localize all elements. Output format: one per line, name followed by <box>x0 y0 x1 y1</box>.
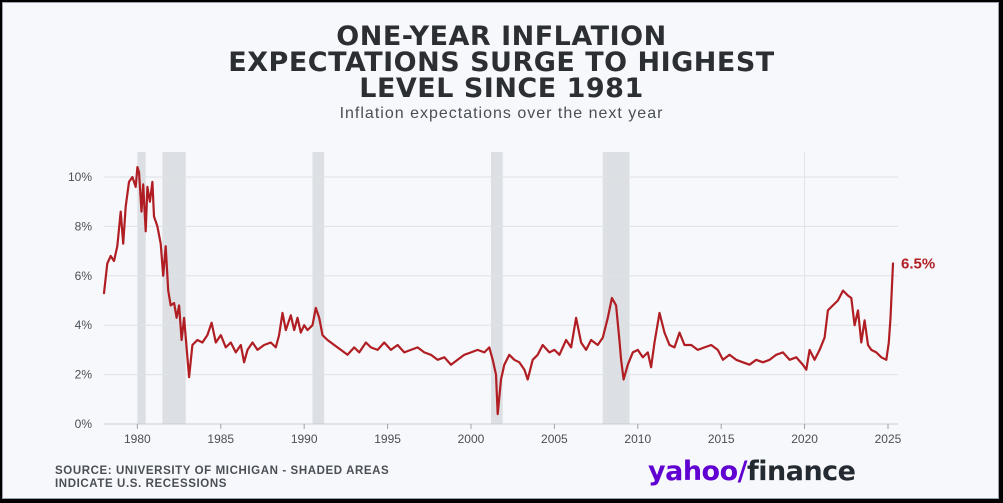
logo-slash-text: / <box>737 456 748 487</box>
grid-lines <box>104 152 898 425</box>
source-line: INDICATE U.S. RECESSIONS <box>55 478 228 490</box>
y-tick-label: 4% <box>75 318 93 332</box>
x-tick-label: 2015 <box>708 432 735 446</box>
recession-band <box>490 152 503 424</box>
y-tick-label: 0% <box>75 417 93 431</box>
logo-finance-text: finance <box>747 456 856 487</box>
last-value-label: 6.5% <box>901 255 935 272</box>
series-layer <box>102 166 895 416</box>
source-note: SOURCE: UNIVERSITY OF MICHIGAN - SHADED … <box>55 465 389 491</box>
x-axis-ticks: 1980 1985 1990 1995 2000 2005 2010 2015 2020 2025 <box>124 424 902 446</box>
y-tick-label: 2% <box>75 368 93 382</box>
x-tick-label: 2025 <box>875 432 902 446</box>
logo-yahoo-text: yahoo <box>648 456 738 487</box>
recession-bands <box>137 152 630 424</box>
chart-title-line: EXPECTATIONS SURGE TO HIGHEST <box>228 47 775 78</box>
y-axis-ticks: 0% 2% 4% 6% 8% 10% <box>68 170 92 431</box>
recession-band <box>162 152 186 424</box>
x-tick-label: 2005 <box>541 432 568 446</box>
recession-band <box>137 152 146 424</box>
y-tick-label: 8% <box>75 219 93 233</box>
chart-title-line: ONE-YEAR INFLATION <box>336 21 667 52</box>
y-tick-label: 10% <box>68 170 92 184</box>
recession-band <box>312 152 325 424</box>
chart-subtitle: Inflation expectations over the next yea… <box>339 105 664 122</box>
x-tick-label: 2000 <box>458 432 485 446</box>
yahoo-finance-logo: yahoo/finance <box>648 457 856 487</box>
chart-title: ONE-YEAR INFLATION EXPECTATIONS SURGE TO… <box>0 21 1003 104</box>
recession-band <box>602 152 630 424</box>
x-tick-label: 1980 <box>124 432 151 446</box>
x-tick-label: 2020 <box>791 432 818 446</box>
series-line-inflation-expectations <box>102 166 895 416</box>
source-line: SOURCE: UNIVERSITY OF MICHIGAN - SHADED … <box>55 465 390 477</box>
y-tick-label: 6% <box>75 269 93 283</box>
chart-title-line: LEVEL SINCE 1981 <box>359 73 644 104</box>
x-tick-label: 1990 <box>291 432 318 446</box>
x-tick-label: 2010 <box>624 432 651 446</box>
annotation-layer: 6.5% <box>901 255 935 272</box>
x-tick-label: 1995 <box>374 432 401 446</box>
x-tick-label: 1985 <box>207 432 234 446</box>
